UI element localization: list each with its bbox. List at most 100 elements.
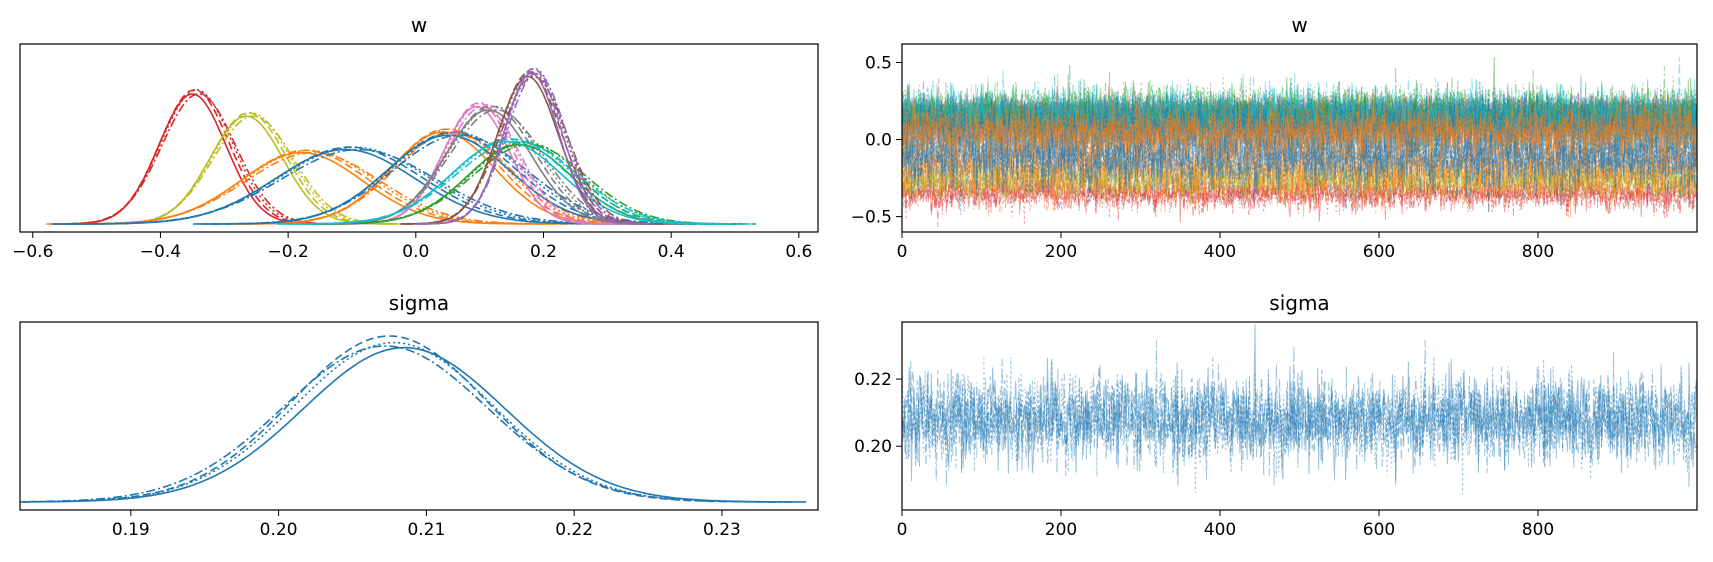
trace-line — [902, 96, 1697, 151]
x-tick-label: 0.22 — [555, 520, 593, 540]
trace-line — [902, 94, 1697, 177]
trace-line — [902, 56, 1697, 159]
x-tick-label: −0.6 — [12, 242, 53, 262]
density-curve — [97, 111, 400, 225]
density-curve — [402, 71, 662, 225]
y-tick-label: 0.22 — [854, 370, 892, 390]
x-tick-label: 400 — [1204, 520, 1236, 540]
sigma-trace-panel: sigma 0 200 400 600 800 0.20 0.22 — [854, 291, 1698, 540]
density-lines — [20, 335, 807, 503]
y-tick-label: 0.0 — [865, 131, 892, 151]
trace-line — [902, 106, 1697, 208]
trace-line — [902, 86, 1697, 136]
density-curve — [416, 72, 657, 225]
trace-line — [902, 75, 1697, 183]
trace-line — [902, 85, 1697, 155]
trace-lines — [902, 324, 1697, 495]
x-tick-label: 0.19 — [112, 520, 150, 540]
density-curve — [338, 102, 624, 225]
density-curve — [20, 346, 807, 503]
density-curve — [64, 148, 626, 225]
trace-line — [902, 92, 1697, 171]
trace-line — [902, 155, 1697, 207]
trace-line — [902, 82, 1697, 154]
trace-line — [902, 91, 1697, 211]
trace-line — [902, 73, 1697, 157]
trace-line — [902, 86, 1697, 133]
density-curve — [302, 143, 756, 225]
trace-line — [902, 114, 1697, 214]
density-curve — [51, 148, 666, 225]
trace-line — [902, 110, 1697, 213]
trace-line — [902, 93, 1697, 151]
trace-line — [902, 74, 1697, 163]
density-curve — [58, 93, 327, 225]
panel-title: sigma — [389, 291, 449, 315]
trace-line — [902, 78, 1697, 134]
density-curve — [20, 341, 790, 503]
trace-line — [902, 101, 1697, 214]
density-curve — [400, 75, 668, 225]
trace-line — [902, 84, 1697, 138]
x-tick-label: 200 — [1045, 242, 1077, 262]
x-tick-label: 0.20 — [260, 520, 298, 540]
density-curve — [336, 105, 630, 225]
trace-line — [902, 168, 1697, 222]
density-curve — [232, 128, 660, 225]
trace-line — [902, 84, 1697, 173]
trace-line — [902, 139, 1697, 208]
trace-line — [902, 167, 1697, 225]
trace-line — [902, 352, 1697, 485]
trace-line — [902, 88, 1697, 153]
w-trace-panel: w 0 200 400 600 800 −0.5 0.0 0.5 — [851, 13, 1698, 262]
trace-line — [902, 66, 1697, 158]
trace-line — [902, 87, 1697, 150]
density-curve — [20, 335, 780, 503]
w-density-panel: w −0.6 −0.4 −0.2 0.0 0.2 0.4 0.6 — [12, 13, 819, 262]
x-tick-label: 400 — [1204, 242, 1236, 262]
x-tick-label: −0.4 — [140, 242, 181, 262]
density-curve — [280, 138, 747, 225]
sigma-density-panel: sigma 0.19 0.20 0.21 0.22 0.23 — [19, 291, 819, 540]
trace-line — [902, 324, 1697, 487]
axes-frame — [19, 43, 819, 233]
trace-lines — [902, 56, 1697, 227]
trace-line — [902, 99, 1697, 213]
axes-frame — [901, 43, 1698, 233]
trace-line — [902, 79, 1697, 175]
density-curve — [20, 345, 793, 503]
density-curve — [100, 115, 393, 225]
density-curve — [46, 151, 580, 225]
y-tick-label: −0.5 — [851, 208, 892, 228]
x-tick-label: 600 — [1363, 520, 1395, 540]
density-curve — [93, 115, 414, 225]
panel-title: w — [411, 13, 427, 37]
x-tick-label: 0.2 — [530, 242, 557, 262]
trace-line — [902, 64, 1697, 177]
x-tick-label: 0.4 — [658, 242, 685, 262]
x-tick-label: 0.0 — [402, 242, 429, 262]
trace-line — [902, 78, 1697, 160]
trace-line — [902, 100, 1697, 153]
x-tick-label: 800 — [1522, 520, 1554, 540]
density-curve — [340, 102, 617, 225]
x-tick-label: 800 — [1522, 242, 1554, 262]
trace-line — [902, 57, 1697, 153]
x-tick-label: −0.2 — [267, 242, 308, 262]
density-curve — [317, 109, 660, 225]
density-curve — [54, 89, 340, 225]
x-tick-label: 200 — [1045, 520, 1077, 540]
density-lines — [46, 67, 757, 225]
trace-line — [902, 146, 1697, 209]
density-curve — [51, 93, 346, 225]
density-curve — [53, 149, 557, 225]
trace-line — [902, 90, 1697, 158]
axes-frame — [19, 321, 819, 511]
trace-line — [902, 81, 1697, 133]
trace-line — [902, 91, 1697, 215]
x-tick-label: 600 — [1363, 242, 1395, 262]
density-curve — [283, 138, 737, 225]
trace-line — [902, 164, 1697, 223]
